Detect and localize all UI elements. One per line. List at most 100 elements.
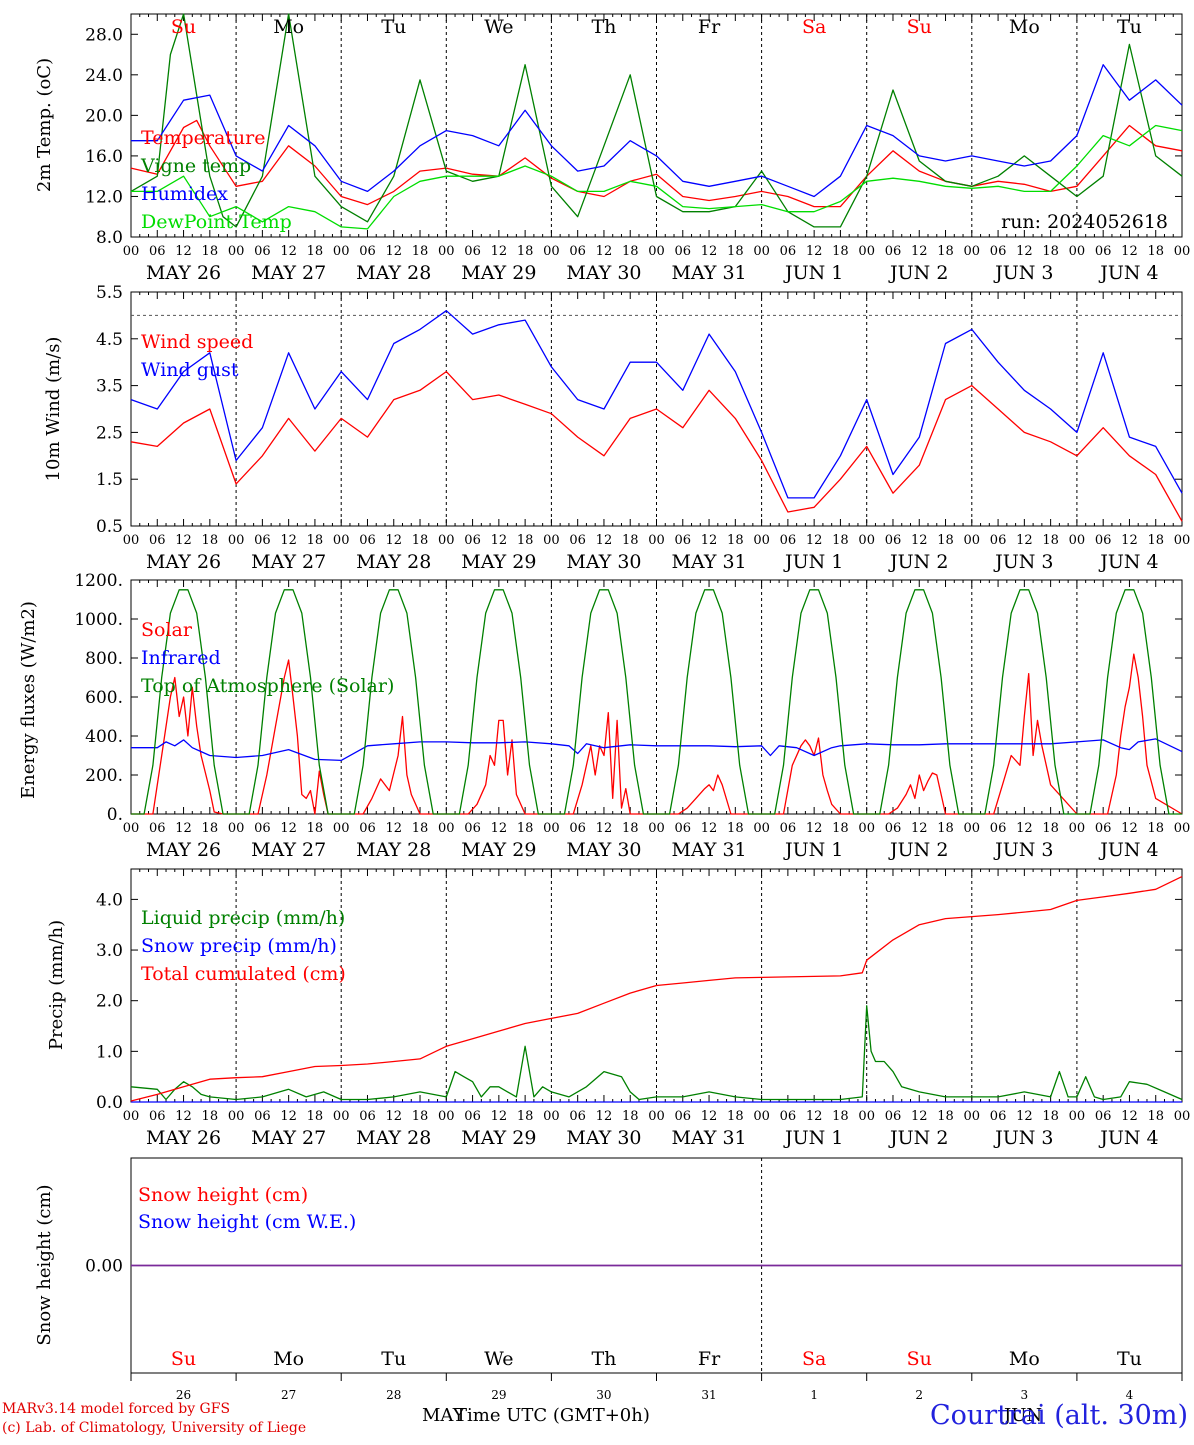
hour-tick-label: 18: [412, 244, 429, 259]
hour-tick-label: 06: [675, 821, 692, 836]
date-label: MAY 27: [251, 839, 326, 861]
y-tick-label: 8.0: [96, 228, 123, 248]
day-number-label: 31: [701, 1388, 716, 1402]
date-label: JUN 3: [993, 262, 1053, 284]
hour-tick-label: 06: [885, 533, 902, 548]
hour-tick-label: 18: [727, 1109, 744, 1124]
hour-tick-label: 06: [885, 821, 902, 836]
hour-tick-label: 12: [911, 1109, 928, 1124]
weekday-label: Fr: [698, 1348, 721, 1370]
hour-tick-label: 06: [149, 244, 166, 259]
weekday-label: Sa: [802, 1348, 826, 1370]
hour-tick-label: 18: [937, 821, 954, 836]
y-tick-label: 1.0: [96, 1042, 123, 1062]
run-label: run: 2024052618: [1001, 211, 1168, 233]
day-number-label: 27: [281, 1388, 296, 1402]
hour-tick-label: 00: [228, 1109, 245, 1124]
hour-tick-label: 06: [149, 821, 166, 836]
legend-entry: Liquid precip (mm/h): [141, 907, 345, 929]
weekday-label: Mo: [1009, 1348, 1040, 1370]
hour-tick-label: 06: [359, 821, 376, 836]
legend-entry: Vigne temp: [140, 155, 251, 177]
date-label: MAY 31: [671, 839, 746, 861]
hour-tick-label: 00: [1069, 533, 1086, 548]
series-line-total-cumulated-cm-: [130, 876, 1183, 1102]
date-label: MAY 28: [356, 551, 431, 573]
hour-tick-label: 00: [753, 244, 770, 259]
weekday-label: Th: [591, 16, 616, 38]
date-label: MAY 30: [566, 839, 641, 861]
hour-tick-label: 12: [806, 1109, 823, 1124]
series-line-wind-gust: [130, 310, 1183, 499]
series-line-humidex: [131, 64, 1183, 198]
date-label: MAY 26: [146, 551, 221, 573]
hour-tick-label: 18: [832, 821, 849, 836]
hour-tick-label: 18: [937, 244, 954, 259]
hour-tick-label: 00: [1174, 821, 1191, 836]
legend-entry: Snow precip (mm/h): [141, 935, 337, 957]
hour-tick-label: 06: [675, 1109, 692, 1124]
hour-tick-label: 00: [228, 244, 245, 259]
y-tick-label: 1000.: [74, 610, 123, 630]
hour-tick-label: 18: [307, 1109, 324, 1124]
hour-tick-label: 06: [254, 244, 271, 259]
hour-tick-label: 18: [412, 1109, 429, 1124]
hour-tick-label: 00: [753, 533, 770, 548]
y-tick-label: 1200.: [74, 571, 123, 591]
hour-tick-label: 00: [964, 244, 981, 259]
month-end-label: JUN: [1004, 1405, 1043, 1426]
weekday-label: Mo: [273, 1348, 304, 1370]
hour-tick-label: 06: [464, 244, 481, 259]
legend-entry: Snow height (cm W.E.): [138, 1211, 356, 1233]
hour-tick-label: 00: [753, 1109, 770, 1124]
hour-tick-label: 18: [202, 533, 219, 548]
hour-tick-label: 06: [990, 533, 1007, 548]
y-tick-label: 5.5: [96, 283, 123, 303]
date-label: JUN 2: [888, 262, 948, 284]
hour-tick-label: 00: [123, 244, 140, 259]
y-tick-label: 3.5: [96, 377, 123, 397]
date-label: MAY 31: [671, 551, 746, 573]
hour-tick-label: 18: [202, 1109, 219, 1124]
hour-tick-label: 00: [648, 244, 665, 259]
day-number-label: 4: [1126, 1388, 1134, 1402]
y-axis-label: 10m Wind (m/s): [43, 337, 64, 482]
hour-tick-label: 06: [359, 244, 376, 259]
date-label: MAY 26: [146, 839, 221, 861]
y-tick-label: 3.0: [96, 941, 123, 961]
weekday-label: Su: [171, 1348, 196, 1370]
hour-tick-label: 06: [254, 821, 271, 836]
hour-tick-label: 00: [333, 1109, 350, 1124]
hour-tick-label: 12: [175, 1109, 192, 1124]
hour-tick-label: 00: [438, 533, 455, 548]
date-label: JUN 1: [783, 551, 843, 573]
hour-tick-label: 18: [727, 821, 744, 836]
hour-tick-label: 06: [464, 1109, 481, 1124]
hour-tick-label: 00: [964, 1109, 981, 1124]
legend-entry: Solar: [141, 619, 193, 641]
hour-tick-label: 00: [858, 1109, 875, 1124]
hour-tick-label: 18: [412, 533, 429, 548]
weekday-label: Su: [171, 16, 196, 38]
station-title: Courtrai (alt. 30m): [929, 1400, 1188, 1431]
hour-tick-label: 00: [858, 533, 875, 548]
date-label: MAY 30: [566, 1127, 641, 1149]
hour-tick-label: 12: [280, 1109, 297, 1124]
legend-entry: Humidex: [141, 183, 228, 205]
hour-tick-label: 00: [1174, 1109, 1191, 1124]
y-tick-label: 0.5: [96, 517, 123, 537]
hour-tick-label: 06: [990, 244, 1007, 259]
hour-tick-label: 12: [596, 244, 613, 259]
hour-tick-label: 00: [123, 821, 140, 836]
hour-tick-label: 06: [254, 533, 271, 548]
y-tick-label: 20.0: [85, 106, 123, 126]
panel-1: 8.0 12.0 16.0 20.0 24.0 28.0 2m Temp. (oC) Temp…: [34, 13, 1190, 284]
date-label: MAY 31: [671, 262, 746, 284]
hour-tick-label: 18: [937, 533, 954, 548]
series-line-wind-speed: [130, 370, 1183, 522]
hour-tick-label: 18: [517, 1109, 534, 1124]
legend-entry: Top of Atmosphere (Solar): [141, 675, 394, 697]
hour-tick-label: 06: [1095, 821, 1112, 836]
hour-tick-label: 18: [832, 1109, 849, 1124]
